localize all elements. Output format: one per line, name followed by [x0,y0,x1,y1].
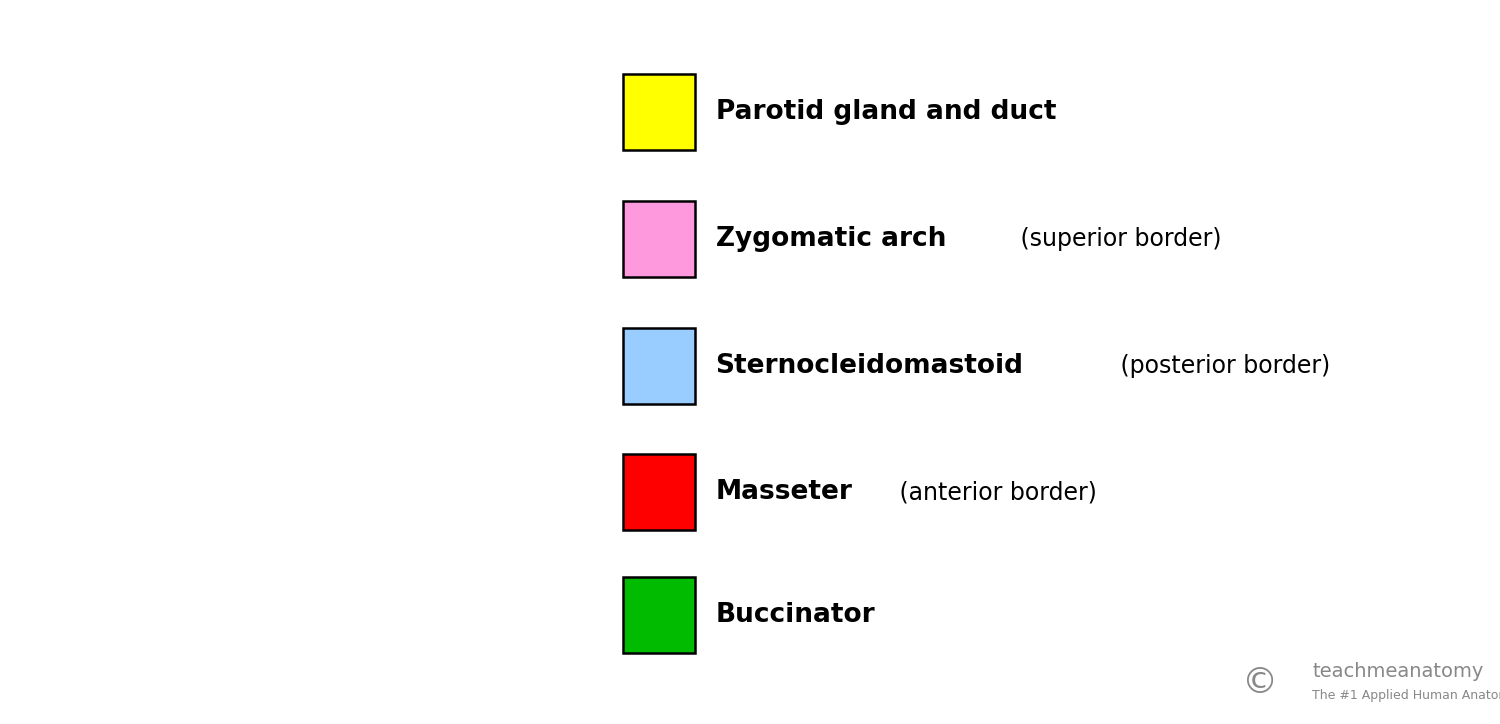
Bar [622,327,694,404]
Bar [622,455,694,530]
Bar [622,201,694,277]
Text: Zygomatic arch: Zygomatic arch [716,226,946,252]
Text: The #1 Applied Human Anatomy Site on the Web.: The #1 Applied Human Anatomy Site on the… [1312,689,1500,702]
Text: Buccinator: Buccinator [716,602,874,628]
Bar [622,75,694,151]
Text: (superior border): (superior border) [1013,227,1221,251]
Text: Masseter: Masseter [716,479,852,505]
Text: Sternocleidomastoid: Sternocleidomastoid [716,353,1023,379]
Text: (posterior border): (posterior border) [1113,353,1330,378]
Text: teachmeanatomy: teachmeanatomy [1312,662,1484,681]
Text: (anterior border): (anterior border) [892,480,1096,505]
Text: Parotid gland and duct: Parotid gland and duct [716,99,1056,125]
Text: ©: © [1242,667,1278,700]
Bar [622,578,694,653]
